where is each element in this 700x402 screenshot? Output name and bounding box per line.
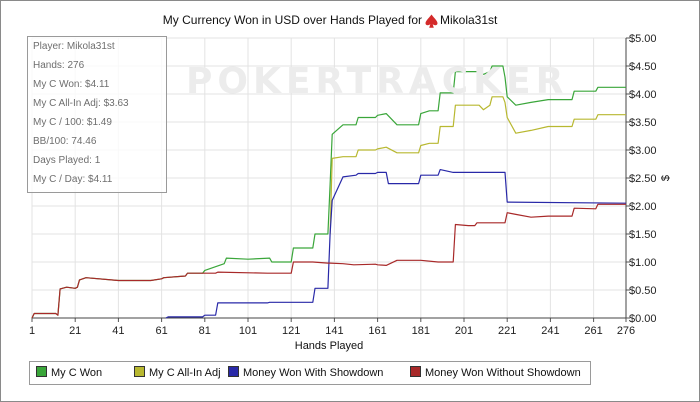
y-tick-label: $3.50 — [629, 117, 657, 129]
legend-item: My C Won — [36, 366, 102, 379]
legend-swatch — [134, 366, 145, 377]
y-tick-label: $0.50 — [629, 285, 657, 297]
x-tick-label: 81 — [199, 325, 211, 337]
y-tick-label: $3.00 — [629, 145, 657, 157]
legend: My C Won My C All-In Adj Money Won With Sh… — [29, 361, 591, 385]
x-tick-label: 41 — [112, 325, 124, 337]
x-tick-label: 121 — [282, 325, 300, 337]
x-tick-label: 101 — [239, 325, 257, 337]
legend-label: My C All-In Adj — [149, 367, 221, 379]
series-line-2 — [329, 96, 626, 235]
stat-line: Days Played: 1 — [33, 155, 101, 166]
y-axis-label: $ — [660, 175, 672, 181]
player-name: Mikola31st — [440, 13, 498, 27]
watermark: POKERTRACKER — [186, 61, 569, 102]
series-line-3 — [165, 169, 627, 319]
stat-line: My C / Day: $4.11 — [33, 174, 113, 185]
y-tick-label: $2.00 — [629, 201, 657, 213]
x-tick-label: 276 — [617, 325, 635, 337]
legend-item: Money Won Without Showdown — [410, 366, 581, 379]
y-tick-label: $0.00 — [629, 313, 657, 325]
legend-swatch — [228, 366, 239, 377]
x-tick-label: 1 — [29, 325, 35, 337]
chart-title: My Currency Won in USD over Hands Played… — [163, 13, 422, 27]
x-tick-label: 61 — [155, 325, 167, 337]
stat-line: Player: Mikola31st — [33, 41, 115, 52]
x-tick-label: 241 — [541, 325, 559, 337]
x-tick-label: 161 — [368, 325, 386, 337]
stats-box: Player: Mikola31st Hands: 276 My C Won: $4… — [27, 36, 167, 193]
stat-line: Hands: 276 — [33, 60, 85, 71]
stat-line: My C / 100: $1.49 — [33, 117, 112, 128]
x-tick-label: 181 — [412, 325, 430, 337]
stat-line: BB/100: 74.46 — [33, 136, 97, 147]
legend-label: Money Won Without Showdown — [425, 367, 581, 379]
y-tick-label: $2.50 — [629, 173, 657, 185]
legend-label: My C Won — [51, 367, 103, 379]
y-tick-label: $1.00 — [629, 257, 657, 269]
y-tick-label: $1.50 — [629, 229, 657, 241]
x-tick-label: 141 — [325, 325, 343, 337]
x-axis-label: Hands Played — [295, 340, 364, 352]
legend-item: Money Won With Showdown — [228, 366, 383, 379]
legend-item: My C All-In Adj — [134, 366, 221, 379]
series-line-4 — [31, 203, 626, 319]
stat-line: My C Won: $4.11 — [33, 79, 110, 90]
x-tick-label: 201 — [455, 325, 473, 337]
y-tick-label: $4.00 — [629, 89, 657, 101]
y-tick-label: $5.00 — [629, 33, 657, 45]
legend-label: Money Won With Showdown — [243, 367, 384, 379]
legend-swatch — [36, 366, 47, 377]
x-tick-label: 21 — [69, 325, 81, 337]
legend-swatch — [410, 366, 421, 377]
y-tick-label: $4.50 — [629, 61, 657, 73]
spade-icon — [425, 14, 438, 28]
stat-line: My C All-In Adj: $3.63 — [33, 98, 129, 109]
x-tick-label: 221 — [498, 325, 516, 337]
x-tick-label: 261 — [584, 325, 602, 337]
